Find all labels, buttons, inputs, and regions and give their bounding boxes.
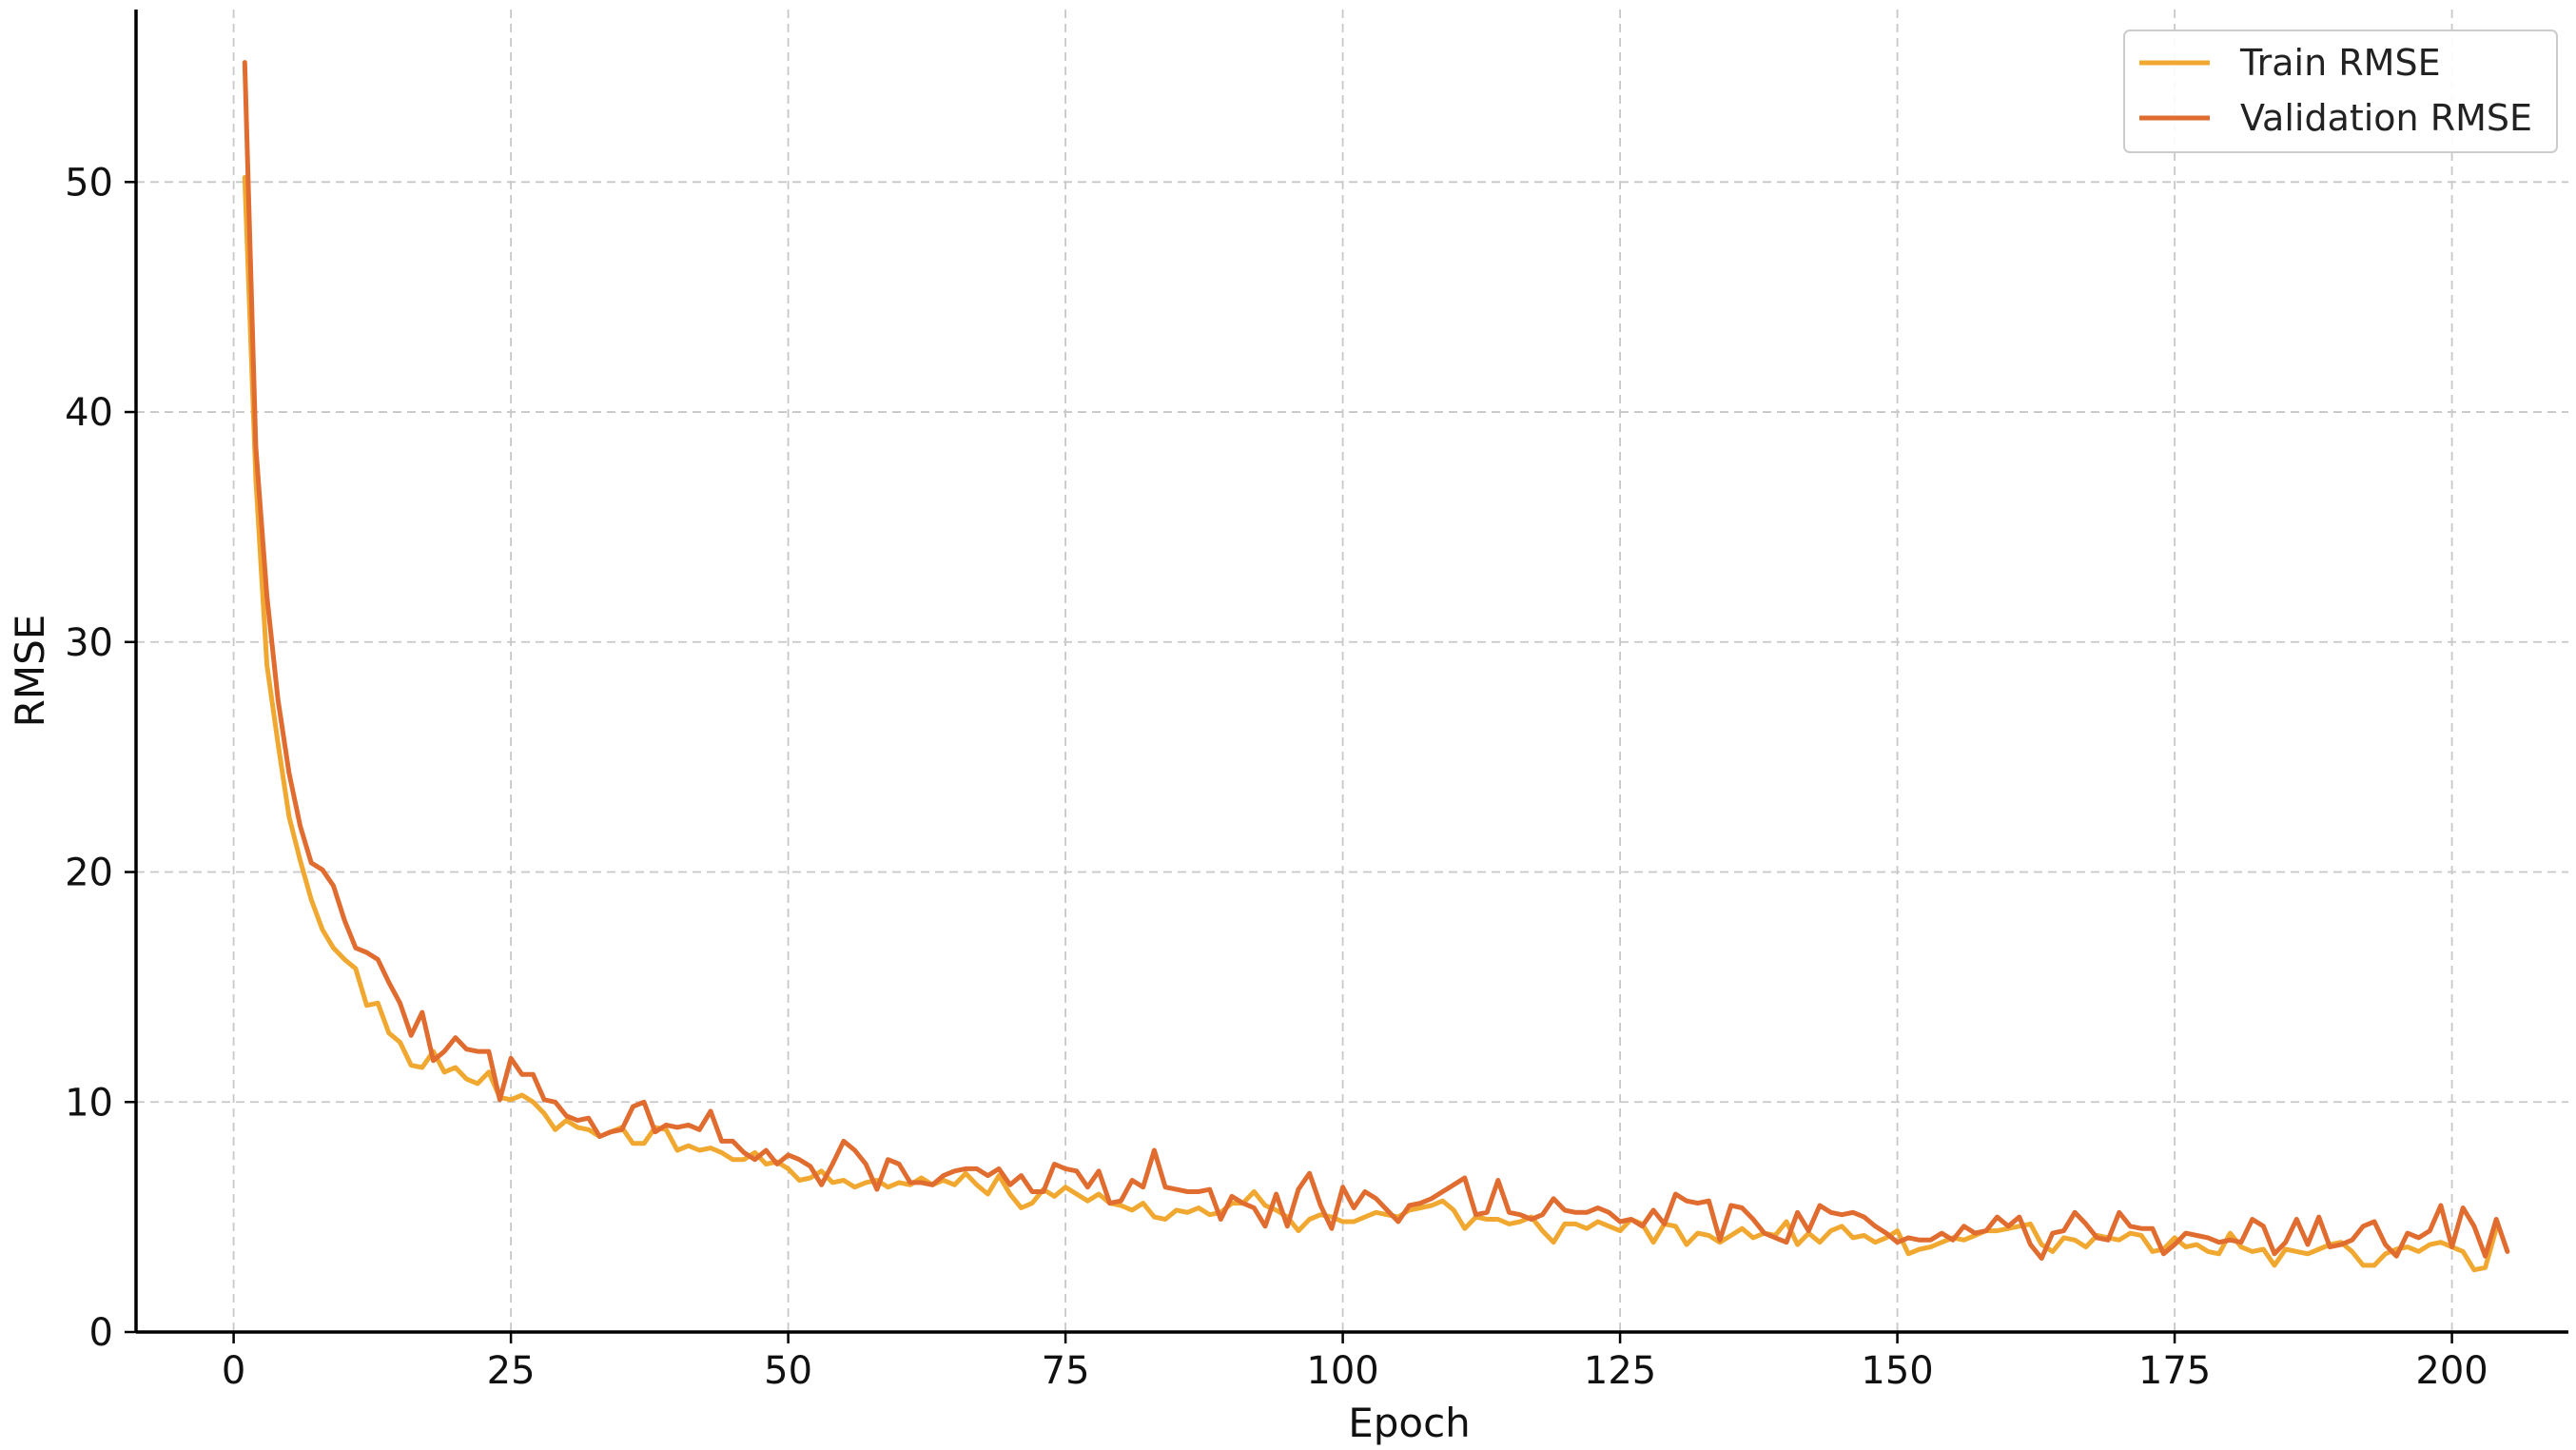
y-axis-label: RMSE bbox=[7, 615, 53, 728]
x-tick-label: 25 bbox=[487, 1349, 536, 1393]
y-tick-label: 20 bbox=[65, 852, 113, 895]
x-tick-label: 100 bbox=[1306, 1349, 1378, 1393]
y-tick-label: 10 bbox=[65, 1081, 113, 1125]
x-tick-label: 75 bbox=[1042, 1349, 1090, 1393]
x-axis-label: Epoch bbox=[1348, 1400, 1471, 1446]
legend-box bbox=[2123, 29, 2558, 153]
x-tick-label: 125 bbox=[1584, 1349, 1656, 1393]
y-tick-label: 50 bbox=[65, 161, 113, 205]
legend-label-validation: Validation RMSE bbox=[2240, 97, 2532, 139]
series-lines bbox=[242, 60, 2510, 1273]
x-tick-label: 0 bbox=[222, 1349, 245, 1393]
legend: Train RMSE Validation RMSE bbox=[2123, 29, 2558, 153]
legend-label-train: Train RMSE bbox=[2239, 42, 2441, 84]
y-tick-label: 30 bbox=[65, 621, 113, 665]
y-axis-ticks: 0 10 20 30 40 50 bbox=[65, 161, 136, 1355]
y-tick-label: 40 bbox=[65, 391, 113, 435]
x-axis-ticks: 0 25 50 75 100 125 150 175 200 bbox=[222, 1332, 2488, 1393]
x-tick-label: 200 bbox=[2415, 1349, 2488, 1393]
train-rmse-line bbox=[242, 175, 2499, 1273]
axes bbox=[134, 10, 2568, 1334]
x-tick-label: 150 bbox=[1861, 1349, 1933, 1393]
x-tick-label: 50 bbox=[764, 1349, 812, 1393]
y-tick-label: 0 bbox=[89, 1311, 113, 1355]
grid bbox=[136, 10, 2568, 1333]
validation-rmse-line bbox=[242, 60, 2510, 1262]
x-tick-label: 175 bbox=[2138, 1349, 2211, 1393]
